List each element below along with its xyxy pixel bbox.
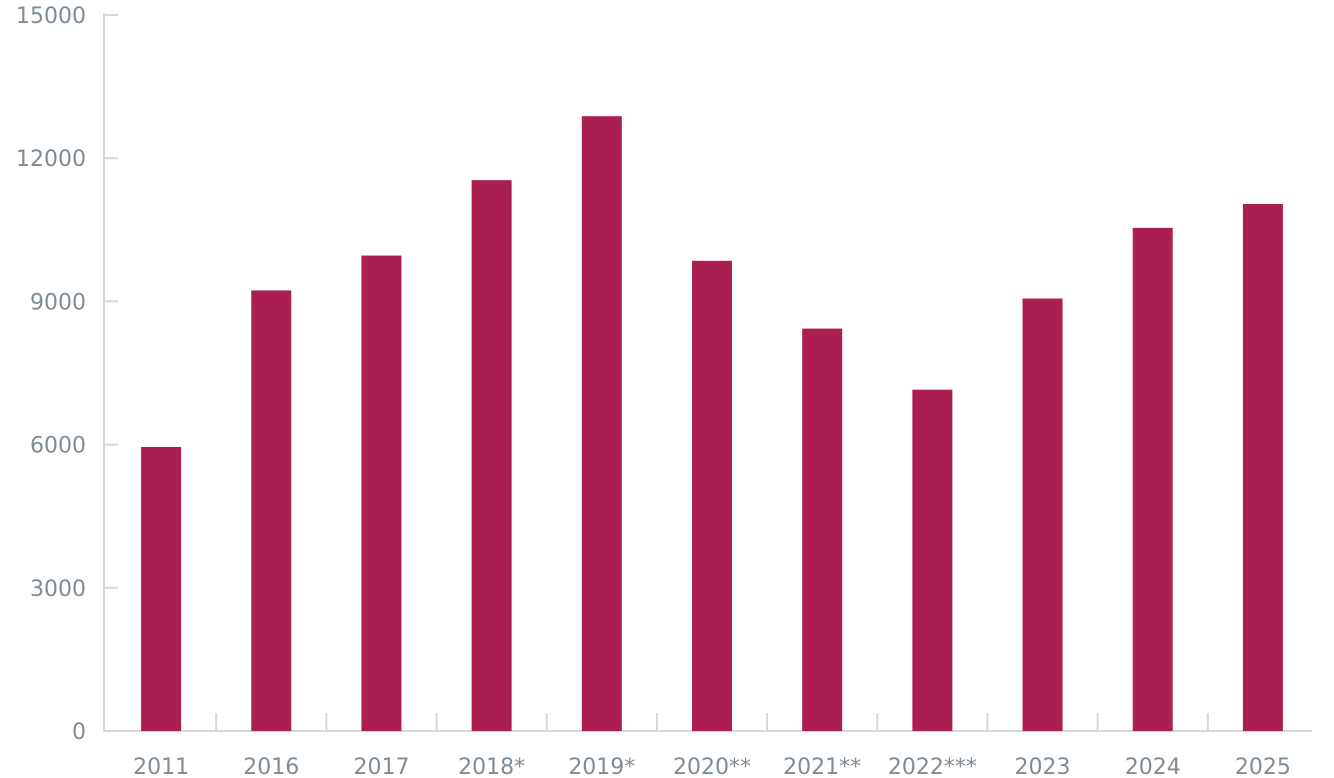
y-tick-label: 15000: [16, 4, 86, 29]
y-tick-label: 12000: [16, 147, 86, 172]
x-tick-label: 2023: [1015, 755, 1071, 778]
x-tick-label: 2018*: [458, 755, 525, 778]
y-tick-label: 0: [72, 720, 86, 745]
bar-2016: [251, 290, 292, 731]
bar-2024: [1132, 227, 1173, 731]
bar-2020starstar: [692, 260, 732, 731]
bar-2025: [1242, 204, 1283, 732]
x-tick-label: 2021**: [783, 755, 861, 778]
x-tick-label: 2019*: [568, 755, 635, 778]
bar-2018star: [471, 180, 512, 731]
y-tick-label: 9000: [30, 290, 86, 315]
bars: [141, 116, 1283, 732]
y-tick-label: 3000: [30, 577, 86, 602]
x-tick-label: 2011: [133, 755, 189, 778]
y-axis: 0 3000 6000 9000 12000 15000: [16, 4, 118, 745]
bar-2011: [141, 446, 182, 731]
x-tick-label: 2024: [1125, 755, 1181, 778]
x-tick-label: 2017: [353, 755, 409, 778]
x-tick-label: 2020**: [673, 755, 751, 778]
x-tick-label: 2016: [243, 755, 299, 778]
bar-2017: [361, 255, 402, 732]
bar-2022starstarstar: [912, 389, 953, 731]
bar-2019star: [581, 116, 622, 732]
x-tick-label: 2022***: [888, 755, 977, 778]
x-axis: 2011 2016 2017 2018* 2019* 2020** 2021** 2022**…: [104, 713, 1312, 778]
bar-2021starstar: [802, 328, 843, 731]
bar-2023: [1022, 298, 1063, 731]
x-tick-label: 2025: [1235, 755, 1291, 778]
y-tick-label: 6000: [30, 434, 86, 459]
